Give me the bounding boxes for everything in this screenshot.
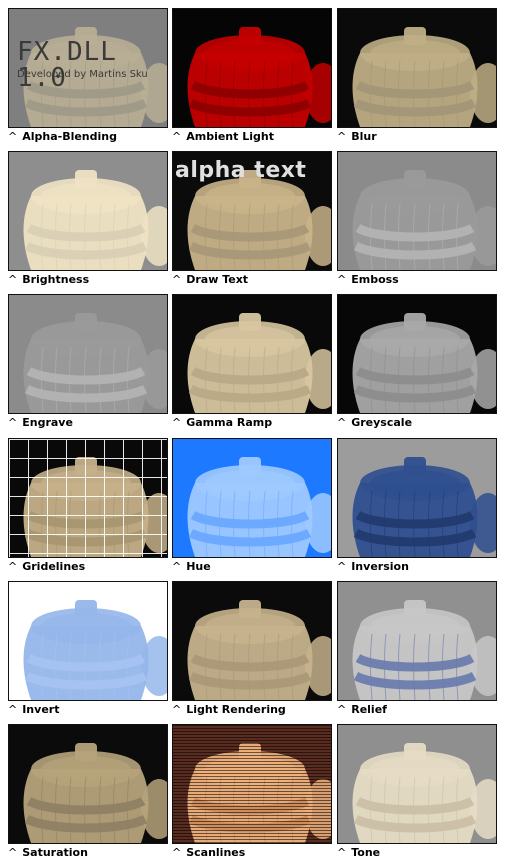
caret-up-icon: ^ — [8, 272, 17, 288]
effect-caption: ^ Brightness — [8, 272, 178, 288]
caret-up-icon: ^ — [337, 702, 346, 718]
barrel-image-11 — [338, 439, 496, 557]
effect-preview — [8, 581, 168, 701]
effect-preview — [337, 8, 497, 128]
effect-caption: ^ Relief — [337, 702, 507, 718]
effect-preview: alpha text — [172, 151, 332, 271]
barrel-image-10 — [173, 439, 331, 557]
effect-caption: ^ Gamma Ramp — [172, 415, 342, 431]
effect-caption: ^ Scanlines — [172, 845, 342, 861]
caret-up-icon: ^ — [8, 559, 17, 575]
effect-label: Invert — [22, 703, 59, 716]
effect-preview — [337, 438, 497, 558]
barrel-image-6 — [9, 295, 167, 413]
effect-label: Engrave — [22, 416, 73, 429]
overlay-subtitle: Developed by Martins Sku — [17, 69, 148, 80]
effect-caption: ^ Ambient Light — [172, 129, 342, 145]
effect-preview — [172, 8, 332, 128]
caret-up-icon: ^ — [172, 702, 181, 718]
overlay-text: alpha text — [175, 158, 306, 183]
effect-caption: ^ Engrave — [8, 415, 178, 431]
barrel-image-3 — [9, 152, 167, 270]
effect-caption: ^ Light Rendering — [172, 702, 342, 718]
barrel-image-1 — [173, 9, 331, 127]
effect-label: Draw Text — [186, 273, 248, 286]
effect-label: Brightness — [22, 273, 89, 286]
caret-up-icon: ^ — [337, 845, 346, 861]
effect-caption: ^ Tone — [337, 845, 507, 861]
effect-label: Saturation — [22, 846, 88, 859]
effect-preview — [8, 438, 168, 558]
barrel-image-17 — [338, 725, 496, 843]
effect-label: Alpha-Blending — [22, 130, 117, 143]
gridlines-overlay — [9, 439, 167, 557]
effect-label: Greyscale — [351, 416, 412, 429]
effect-preview — [337, 581, 497, 701]
effect-caption: ^ Greyscale — [337, 415, 507, 431]
effect-label: Light Rendering — [186, 703, 286, 716]
barrel-image-5 — [338, 152, 496, 270]
barrel-image-8 — [338, 295, 496, 413]
effect-caption: ^ Draw Text — [172, 272, 342, 288]
barrel-image-2 — [338, 9, 496, 127]
caret-up-icon: ^ — [172, 559, 181, 575]
barrel-image-7 — [173, 295, 331, 413]
effect-caption: ^ Gridelines — [8, 559, 178, 575]
effect-label: Hue — [186, 560, 211, 573]
effect-caption: ^ Alpha-Blending — [8, 129, 178, 145]
effect-label: Tone — [351, 846, 380, 859]
effect-preview — [172, 294, 332, 414]
effect-label: Blur — [351, 130, 376, 143]
effect-preview: FX.DLL 1.0 Developed by Martins Sku — [8, 8, 168, 128]
effect-label: Gridelines — [22, 560, 85, 573]
caret-up-icon: ^ — [337, 272, 346, 288]
caret-up-icon: ^ — [337, 415, 346, 431]
caret-up-icon: ^ — [172, 272, 181, 288]
effect-preview — [172, 438, 332, 558]
effect-preview — [337, 151, 497, 271]
effect-caption: ^ Invert — [8, 702, 178, 718]
caret-up-icon: ^ — [8, 415, 17, 431]
effect-preview — [172, 581, 332, 701]
effect-label: Ambient Light — [186, 130, 274, 143]
barrel-image-12 — [9, 582, 167, 700]
effect-preview — [337, 294, 497, 414]
effect-label: Emboss — [351, 273, 399, 286]
caret-up-icon: ^ — [8, 129, 17, 145]
barrel-image-13 — [173, 582, 331, 700]
scanlines-overlay — [173, 725, 331, 843]
caret-up-icon: ^ — [172, 129, 181, 145]
barrel-image-14 — [338, 582, 496, 700]
effect-preview — [8, 724, 168, 844]
caret-up-icon: ^ — [337, 129, 346, 145]
effect-label: Scanlines — [186, 846, 245, 859]
effect-preview — [8, 151, 168, 271]
effect-preview — [337, 724, 497, 844]
caret-up-icon: ^ — [8, 845, 17, 861]
effect-preview — [172, 724, 332, 844]
effect-caption: ^ Emboss — [337, 272, 507, 288]
caret-up-icon: ^ — [8, 702, 17, 718]
effect-label: Gamma Ramp — [186, 416, 272, 429]
effect-preview — [8, 294, 168, 414]
caret-up-icon: ^ — [337, 559, 346, 575]
effect-caption: ^ Saturation — [8, 845, 178, 861]
effect-label: Relief — [351, 703, 387, 716]
effect-caption: ^ Inversion — [337, 559, 507, 575]
caret-up-icon: ^ — [172, 845, 181, 861]
caret-up-icon: ^ — [172, 415, 181, 431]
effect-caption: ^ Hue — [172, 559, 342, 575]
effect-label: Inversion — [351, 560, 409, 573]
overlay-title: FX.DLL 1.0 — [17, 39, 167, 91]
barrel-image-15 — [9, 725, 167, 843]
effect-caption: ^ Blur — [337, 129, 507, 145]
